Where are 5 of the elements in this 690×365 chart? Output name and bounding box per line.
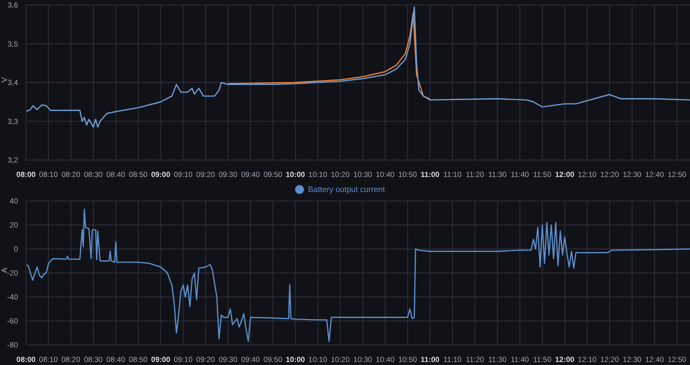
legend-label: Battery output current	[308, 185, 385, 194]
line-series	[26, 208, 690, 342]
y-axis-title: A	[0, 267, 9, 273]
y-axis-title: V	[0, 76, 9, 82]
line-series	[227, 12, 431, 100]
